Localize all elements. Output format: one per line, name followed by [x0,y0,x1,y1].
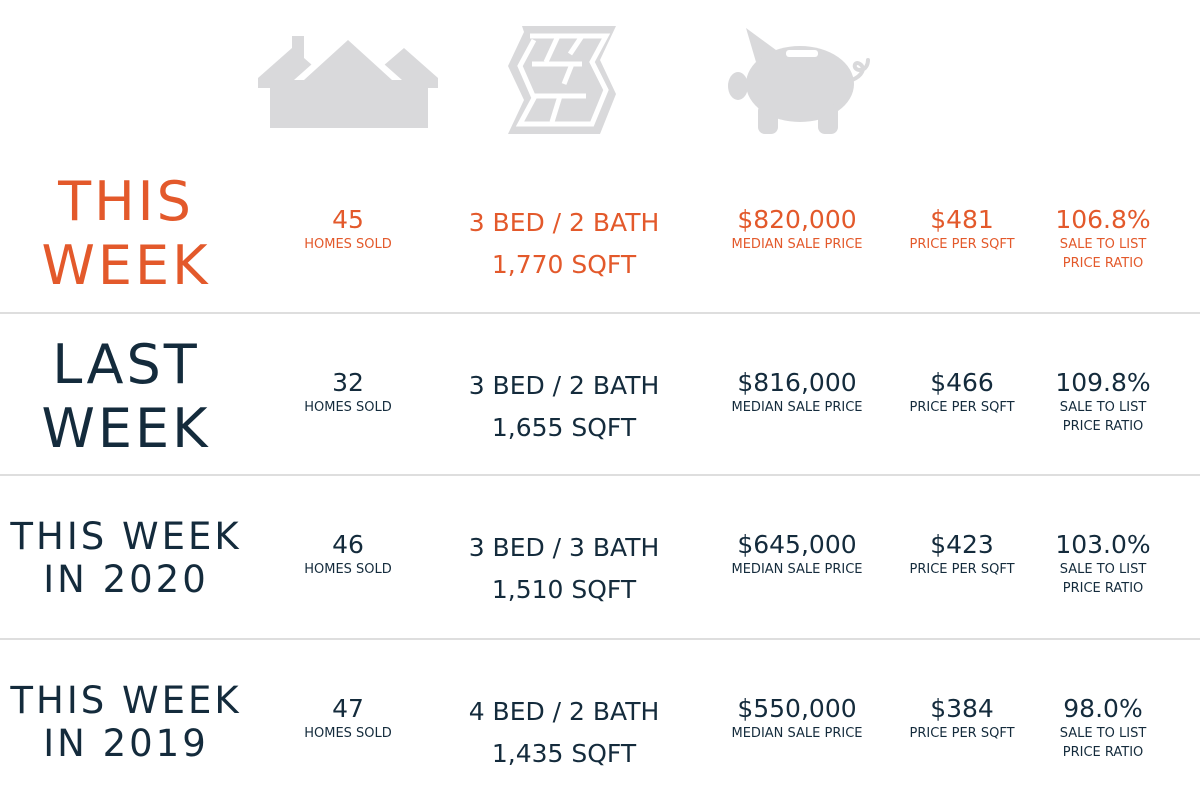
stats-row-this-week: THIS WEEK 45 HOMES SOLD 3 BED / 2 BATH 1… [0,150,1200,313]
sale-to-list-cell: 109.8% SALE TO LIST PRICE RATIO [1040,368,1166,436]
period-line-2: IN 2019 [43,722,209,765]
price-per-sqft-label: PRICE PER SQFT [909,562,1015,577]
price-per-sqft-value: $466 [930,368,994,397]
homes-sold-value: 46 [332,530,364,559]
sqft-value: 1,655 SQFT [491,413,637,442]
sale-to-list-label-1: SALE TO LIST [1059,726,1147,741]
median-price-cell: $816,000 MEDIAN SALE PRICE [716,368,878,417]
sale-to-list-label-1: SALE TO LIST [1059,400,1147,415]
homes-sold-label: HOMES SOLD [304,237,392,252]
homes-sold-label: HOMES SOLD [304,400,392,415]
beds-baths-cell: 3 BED / 2 BATH 1,770 SQFT [448,202,680,286]
beds-baths-value: 3 BED / 2 BATH [468,208,660,237]
price-per-sqft-label: PRICE PER SQFT [909,400,1015,415]
icon-header [0,0,1200,150]
sale-to-list-value: 109.8% [1055,368,1151,397]
homes-sold-value: 47 [332,694,364,723]
row-divider [0,312,1200,314]
beds-baths-value: 3 BED / 2 BATH [468,371,660,400]
beds-baths-value: 4 BED / 2 BATH [468,697,660,726]
period-label: THIS WEEK IN 2020 [0,515,252,601]
period-line-2: WEEK [41,234,211,297]
price-per-sqft-value: $481 [930,205,994,234]
sale-to-list-value: 106.8% [1055,205,1151,234]
price-per-sqft-value: $384 [930,694,994,723]
stats-row-last-week: LAST WEEK 32 HOMES SOLD 3 BED / 2 BATH 1… [0,313,1200,475]
price-per-sqft-cell: $423 PRICE PER SQFT [898,530,1026,579]
period-line-2: IN 2020 [43,558,209,601]
sqft-value: 1,510 SQFT [491,575,637,604]
homes-sold-label: HOMES SOLD [304,726,392,741]
sale-to-list-cell: 103.0% SALE TO LIST PRICE RATIO [1040,530,1166,598]
median-price-value: $645,000 [737,530,857,559]
homes-sold-cell: 46 HOMES SOLD [288,530,408,579]
homes-sold-cell: 32 HOMES SOLD [288,368,408,417]
period-label: THIS WEEK IN 2019 [0,679,252,765]
period-line-2: WEEK [41,397,211,460]
period-line-1: LAST [52,333,200,396]
homes-sold-cell: 47 HOMES SOLD [288,694,408,743]
beds-baths-cell: 3 BED / 3 BATH 1,510 SQFT [448,527,680,611]
stats-row-this-week-2020: THIS WEEK IN 2020 46 HOMES SOLD 3 BED / … [0,475,1200,639]
price-per-sqft-cell: $384 PRICE PER SQFT [898,694,1026,743]
median-price-cell: $645,000 MEDIAN SALE PRICE [716,530,878,579]
price-per-sqft-value: $423 [930,530,994,559]
median-price-label: MEDIAN SALE PRICE [731,400,863,415]
sale-to-list-cell: 98.0% SALE TO LIST PRICE RATIO [1040,694,1166,762]
median-price-label: MEDIAN SALE PRICE [731,726,863,741]
sale-to-list-label-2: PRICE RATIO [1062,419,1144,434]
median-price-label: MEDIAN SALE PRICE [731,237,863,252]
period-label: THIS WEEK [0,170,252,298]
period-line-1: THIS [58,170,194,233]
beds-baths-cell: 4 BED / 2 BATH 1,435 SQFT [448,691,680,775]
sale-to-list-label-1: SALE TO LIST [1059,237,1147,252]
price-per-sqft-label: PRICE PER SQFT [909,237,1015,252]
sale-to-list-value: 98.0% [1063,694,1143,723]
homes-sold-value: 45 [332,205,364,234]
median-price-label: MEDIAN SALE PRICE [731,562,863,577]
sqft-value: 1,770 SQFT [491,250,637,279]
median-price-cell: $820,000 MEDIAN SALE PRICE [716,205,878,254]
sale-to-list-value: 103.0% [1055,530,1151,559]
row-divider [0,474,1200,476]
beds-baths-value: 3 BED / 3 BATH [468,533,660,562]
sale-to-list-label-2: PRICE RATIO [1062,745,1144,760]
sale-to-list-label-2: PRICE RATIO [1062,256,1144,271]
period-line-1: THIS WEEK [10,679,242,722]
houses-icon [258,32,438,128]
stats-row-this-week-2019: THIS WEEK IN 2019 47 HOMES SOLD 4 BED / … [0,639,1200,800]
sqft-value: 1,435 SQFT [491,739,637,768]
median-price-value: $550,000 [737,694,857,723]
price-per-sqft-cell: $481 PRICE PER SQFT [898,205,1026,254]
homes-sold-cell: 45 HOMES SOLD [288,205,408,254]
homes-sold-label: HOMES SOLD [304,562,392,577]
sale-to-list-label-1: SALE TO LIST [1059,562,1147,577]
median-price-value: $816,000 [737,368,857,397]
piggy-bank-icon [728,22,870,138]
price-per-sqft-label: PRICE PER SQFT [909,726,1015,741]
period-label: LAST WEEK [0,333,252,461]
price-per-sqft-cell: $466 PRICE PER SQFT [898,368,1026,417]
floor-plan-icon [508,22,624,138]
row-divider [0,638,1200,640]
median-price-cell: $550,000 MEDIAN SALE PRICE [716,694,878,743]
median-price-value: $820,000 [737,205,857,234]
homes-sold-value: 32 [332,368,364,397]
sale-to-list-cell: 106.8% SALE TO LIST PRICE RATIO [1040,205,1166,273]
sale-to-list-label-2: PRICE RATIO [1062,581,1144,596]
period-line-1: THIS WEEK [10,515,242,558]
beds-baths-cell: 3 BED / 2 BATH 1,655 SQFT [448,365,680,449]
